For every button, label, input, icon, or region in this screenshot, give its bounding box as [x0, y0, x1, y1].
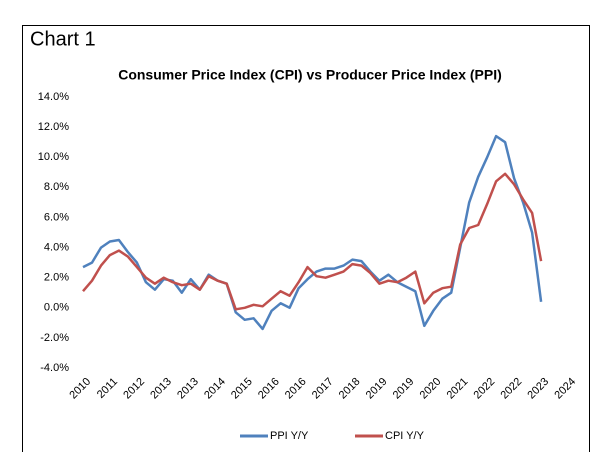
y-tick-label: -4.0%: [40, 362, 69, 374]
legend-label: CPI Y/Y: [385, 430, 425, 442]
chart-title: Consumer Price Index (CPI) vs Producer P…: [118, 67, 502, 83]
y-tick-label: 10.0%: [38, 151, 69, 163]
x-tick-label: 2023: [525, 376, 551, 402]
x-tick-label: 2022: [472, 376, 498, 402]
frame: [22, 25, 590, 452]
series-line: [82, 134, 543, 331]
x-tick-label: 2011: [95, 376, 120, 401]
chart-label: Chart 1: [30, 28, 96, 50]
x-tick-label: 2013: [175, 376, 201, 402]
x-tick-label: 2014: [202, 376, 228, 402]
x-tick-label: 2019: [364, 376, 390, 402]
x-tick-label: 2016: [283, 376, 309, 402]
x-tick-label: 2015: [229, 376, 255, 402]
y-tick-label: 6.0%: [44, 211, 69, 223]
y-tick-label: 12.0%: [38, 121, 69, 133]
x-tick-label: 2010: [67, 376, 93, 402]
y-tick-label: -2.0%: [40, 332, 69, 344]
x-tick-label: 2018: [337, 376, 363, 402]
y-tick-label: 4.0%: [44, 241, 69, 253]
series-line: [82, 172, 543, 311]
x-tick-label: 2013: [148, 376, 174, 402]
y-tick-label: 8.0%: [44, 181, 69, 193]
x-tick-label: 2019: [391, 376, 417, 402]
legend-label: PPI Y/Y: [270, 430, 309, 442]
x-tick-label: 2020: [418, 376, 444, 402]
x-tick-label: 2024: [552, 376, 578, 402]
x-tick-label: 2016: [256, 376, 282, 402]
x-tick-label: 2022: [498, 376, 524, 402]
x-tick-label: 2017: [310, 376, 336, 402]
y-tick-label: 14.0%: [38, 91, 69, 103]
y-tick-label: 2.0%: [44, 272, 69, 284]
y-tick-label: 0.0%: [44, 302, 69, 314]
x-tick-label: 2012: [121, 376, 147, 402]
x-tick-label: 2021: [445, 376, 471, 402]
